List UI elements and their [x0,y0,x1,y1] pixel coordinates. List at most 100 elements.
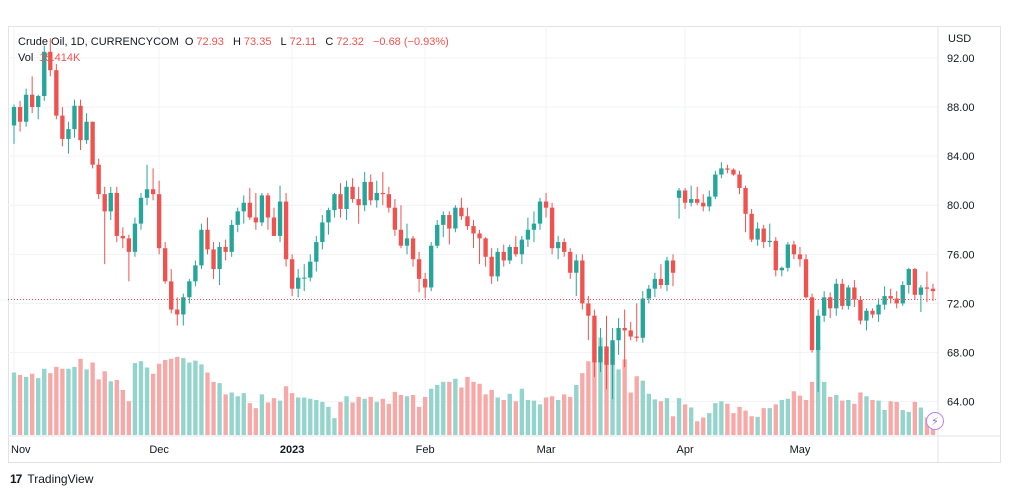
volume-bar [265,402,271,435]
volume-bar [592,338,597,435]
volume-bar [241,393,246,435]
candle-body [682,190,688,203]
currency-label[interactable]: USD [948,33,972,45]
candle [435,219,440,249]
candle-body [791,244,797,255]
lightning-icon[interactable]: ⚡ [926,412,944,430]
volume-legend: Vol 15.414K [18,51,83,65]
candle [501,244,506,267]
volume-bar [622,359,627,435]
y-tick-label: 92.00 [947,53,975,65]
x-tick-label: Nov [11,444,31,456]
volume-bar [96,379,101,435]
price-scale[interactable]: 64.00 68.00 72.00 76.00 80.00 84.00 88.00 92.00 [947,53,975,409]
candle-body [707,196,712,207]
candle [864,308,869,331]
volume-bar [392,391,398,435]
candle [495,248,500,282]
candle-body [66,129,71,139]
candle [882,286,887,310]
candle-body [592,315,597,363]
candle [162,242,168,284]
candle-body [598,346,603,363]
candle [429,242,434,292]
volume-bar [803,400,809,435]
volume-bar [271,398,277,435]
volume-bar [374,401,379,435]
volume-bar [114,380,119,435]
symbol-title[interactable]: Crude Oil, 1D, CURRENCYCOM [18,36,179,48]
candle-body [96,164,101,195]
candle-body [447,215,452,229]
volume-bar [846,400,851,435]
volume-bar [302,397,307,435]
volume-bar [386,403,392,435]
volume-bar [60,368,65,435]
candle [852,280,857,308]
candle [713,170,718,200]
candle [791,240,797,260]
candle-body [277,201,283,236]
candle [779,266,785,277]
volume-bar [217,383,222,435]
candle [175,297,180,326]
volume-bar [900,410,905,435]
candle [314,235,319,272]
candle-body [90,121,95,165]
close-value: 72.32 [336,36,364,48]
candle [725,164,730,174]
volume-bar [23,376,29,435]
volume-bar [628,392,633,435]
candle [199,223,204,270]
candle-body [652,278,658,289]
volume-bar [229,392,234,435]
candle-body [332,194,337,211]
open-label: O [184,36,194,48]
candle [84,113,89,144]
candle-body [900,285,905,304]
low-label: L [280,36,287,48]
candle-body [78,105,83,141]
candle-body [858,299,863,321]
volume-bar [350,402,355,435]
candle-body [646,288,652,299]
candle [622,309,627,368]
candle [652,272,658,298]
candle [271,207,277,236]
volume-bars [11,337,936,435]
candle [549,202,555,255]
candle [761,224,766,249]
volume-bar [604,348,609,435]
chart-panel[interactable] [8,26,1001,463]
volume-bar [410,395,416,435]
candle-body [362,181,367,206]
candle-body [235,211,240,225]
candle [870,308,875,319]
candle-body [815,315,821,351]
candle [513,235,518,257]
candle [531,211,537,243]
volume-bar [483,394,488,435]
volume-bar [447,381,452,435]
candle-body [435,224,440,246]
time-scale[interactable]: Nov Dec 2023 Feb Mar Apr May [11,444,811,456]
volume-bar [295,397,301,435]
volume-bar [701,417,706,435]
volume-bar [658,401,664,435]
candle [519,235,525,265]
candle [489,248,494,284]
candle [78,99,83,150]
candle-body [761,228,766,243]
candle [102,186,107,265]
candle-body [162,248,168,282]
volume-bar [489,390,494,435]
candle [181,293,186,326]
candle-body [289,259,295,289]
tradingview-brand[interactable]: 17 TradingView [10,472,93,486]
volume-bar [834,395,839,435]
volume-bar [205,372,210,435]
volume-bar [646,393,652,435]
volume-bar [84,369,89,435]
candle [930,283,936,301]
